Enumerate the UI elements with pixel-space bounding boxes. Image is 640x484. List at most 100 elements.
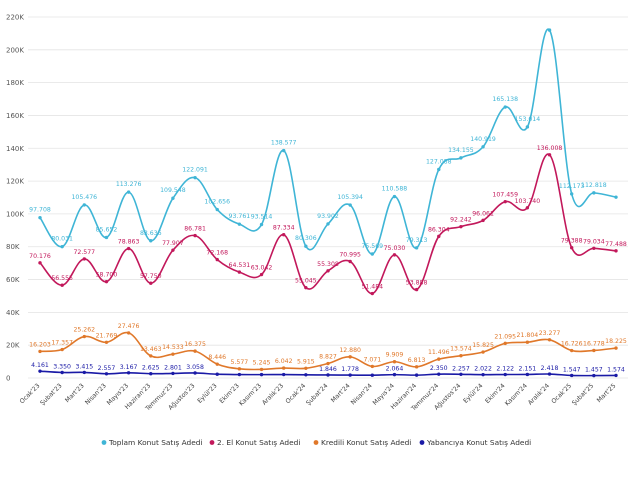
data-point xyxy=(60,347,64,352)
data-point xyxy=(38,215,42,220)
y-tick-label: 140K xyxy=(6,145,24,153)
data-label: 2.122 xyxy=(496,366,514,373)
y-tick-label: 40K xyxy=(6,309,20,317)
data-label: 93.761 xyxy=(229,213,251,220)
data-label: 13.574 xyxy=(450,346,472,353)
y-tick-label: 180K xyxy=(6,79,24,87)
data-label: 2.625 xyxy=(142,365,160,372)
data-label: 5.577 xyxy=(231,359,249,366)
data-point xyxy=(481,218,485,223)
data-label: 1.457 xyxy=(585,367,603,374)
data-label: 3.167 xyxy=(120,364,138,371)
data-point xyxy=(259,372,264,377)
legend-marker xyxy=(209,440,215,445)
data-label: 2.151 xyxy=(519,365,537,372)
data-point xyxy=(459,354,463,358)
y-tick-label: 80K xyxy=(6,243,20,251)
data-label: 25.262 xyxy=(73,327,95,334)
data-label: 72.168 xyxy=(206,250,228,257)
data-point xyxy=(547,372,552,376)
data-point xyxy=(104,372,109,376)
data-label: 79.313 xyxy=(406,237,428,244)
data-label: 75.569 xyxy=(361,243,383,250)
data-point xyxy=(503,372,507,377)
data-point xyxy=(370,252,375,256)
data-point xyxy=(281,372,286,377)
data-point xyxy=(237,367,242,371)
x-tick-label: Nisan'24 xyxy=(350,382,374,406)
data-point xyxy=(348,259,352,264)
data-point xyxy=(370,373,375,377)
data-point xyxy=(481,372,485,377)
data-point xyxy=(193,233,197,238)
legend-item[interactable]: Kredili Konut Satış Adedi xyxy=(313,438,412,447)
x-tick-label: Nisan'23 xyxy=(84,382,108,406)
y-tick-label: 120K xyxy=(6,178,24,186)
data-point xyxy=(370,364,375,369)
data-point xyxy=(326,373,330,377)
data-point xyxy=(171,248,175,252)
data-point xyxy=(149,354,153,358)
y-tick-label: 220K xyxy=(6,14,24,22)
y-tick-label: 0 xyxy=(6,375,10,383)
data-point xyxy=(437,372,441,376)
data-point xyxy=(503,341,507,346)
data-label: 11.496 xyxy=(428,349,450,356)
data-point xyxy=(193,175,197,180)
data-label: 80.306 xyxy=(295,235,317,242)
data-point xyxy=(60,244,64,249)
series-lines xyxy=(38,28,618,378)
data-label: 153.014 xyxy=(515,116,541,123)
data-label: 83.636 xyxy=(140,230,162,237)
data-point xyxy=(437,167,441,172)
data-point xyxy=(38,261,42,265)
data-point xyxy=(348,373,352,377)
legend-item[interactable]: 2. El Konut Satış Adedi xyxy=(209,438,301,447)
data-label: 15.825 xyxy=(472,342,494,349)
data-point xyxy=(525,340,530,344)
legend-item[interactable]: Yabancıya Konut Satış Adedi xyxy=(419,438,532,447)
data-point xyxy=(215,207,219,212)
data-point xyxy=(149,239,153,243)
data-point xyxy=(348,203,352,207)
data-label: 103.740 xyxy=(515,198,541,205)
data-point xyxy=(592,373,596,378)
data-point xyxy=(370,291,375,296)
data-label: 16.778 xyxy=(583,340,605,347)
data-point xyxy=(569,192,574,196)
data-label: 127.088 xyxy=(426,158,452,165)
data-label: 57.750 xyxy=(140,273,162,280)
data-label: 51.484 xyxy=(361,284,383,291)
data-point xyxy=(193,349,197,353)
data-label: 97.708 xyxy=(29,207,51,214)
data-label: 1.778 xyxy=(341,366,359,373)
data-label: 105.476 xyxy=(72,194,98,201)
data-label: 1.547 xyxy=(563,366,581,373)
data-point xyxy=(503,105,507,109)
legend-label: Toplam Konut Satış Adedi xyxy=(108,438,203,447)
data-label: 58.700 xyxy=(96,272,118,279)
data-label: 112.818 xyxy=(581,182,607,189)
data-label: 16.375 xyxy=(184,341,206,348)
data-label: 86.781 xyxy=(184,226,206,233)
data-point xyxy=(281,148,286,153)
data-point xyxy=(82,334,87,339)
data-label: 92.242 xyxy=(450,217,472,224)
data-label: 3.058 xyxy=(186,364,204,371)
data-point xyxy=(304,373,308,377)
data-point xyxy=(237,270,242,274)
data-point xyxy=(259,222,264,227)
data-point xyxy=(547,28,552,32)
data-label: 3.350 xyxy=(53,364,71,371)
data-point xyxy=(215,362,219,366)
x-tick-label: Mart'24 xyxy=(330,382,352,404)
data-label: 75.030 xyxy=(384,245,406,252)
data-label: 2.557 xyxy=(98,365,116,372)
data-point xyxy=(437,357,441,361)
data-label: 78.863 xyxy=(118,239,140,246)
data-point xyxy=(193,371,197,375)
data-label: 72.577 xyxy=(73,249,95,256)
data-point xyxy=(459,224,463,229)
legend-item[interactable]: Toplam Konut Satış Adedi xyxy=(101,438,203,447)
